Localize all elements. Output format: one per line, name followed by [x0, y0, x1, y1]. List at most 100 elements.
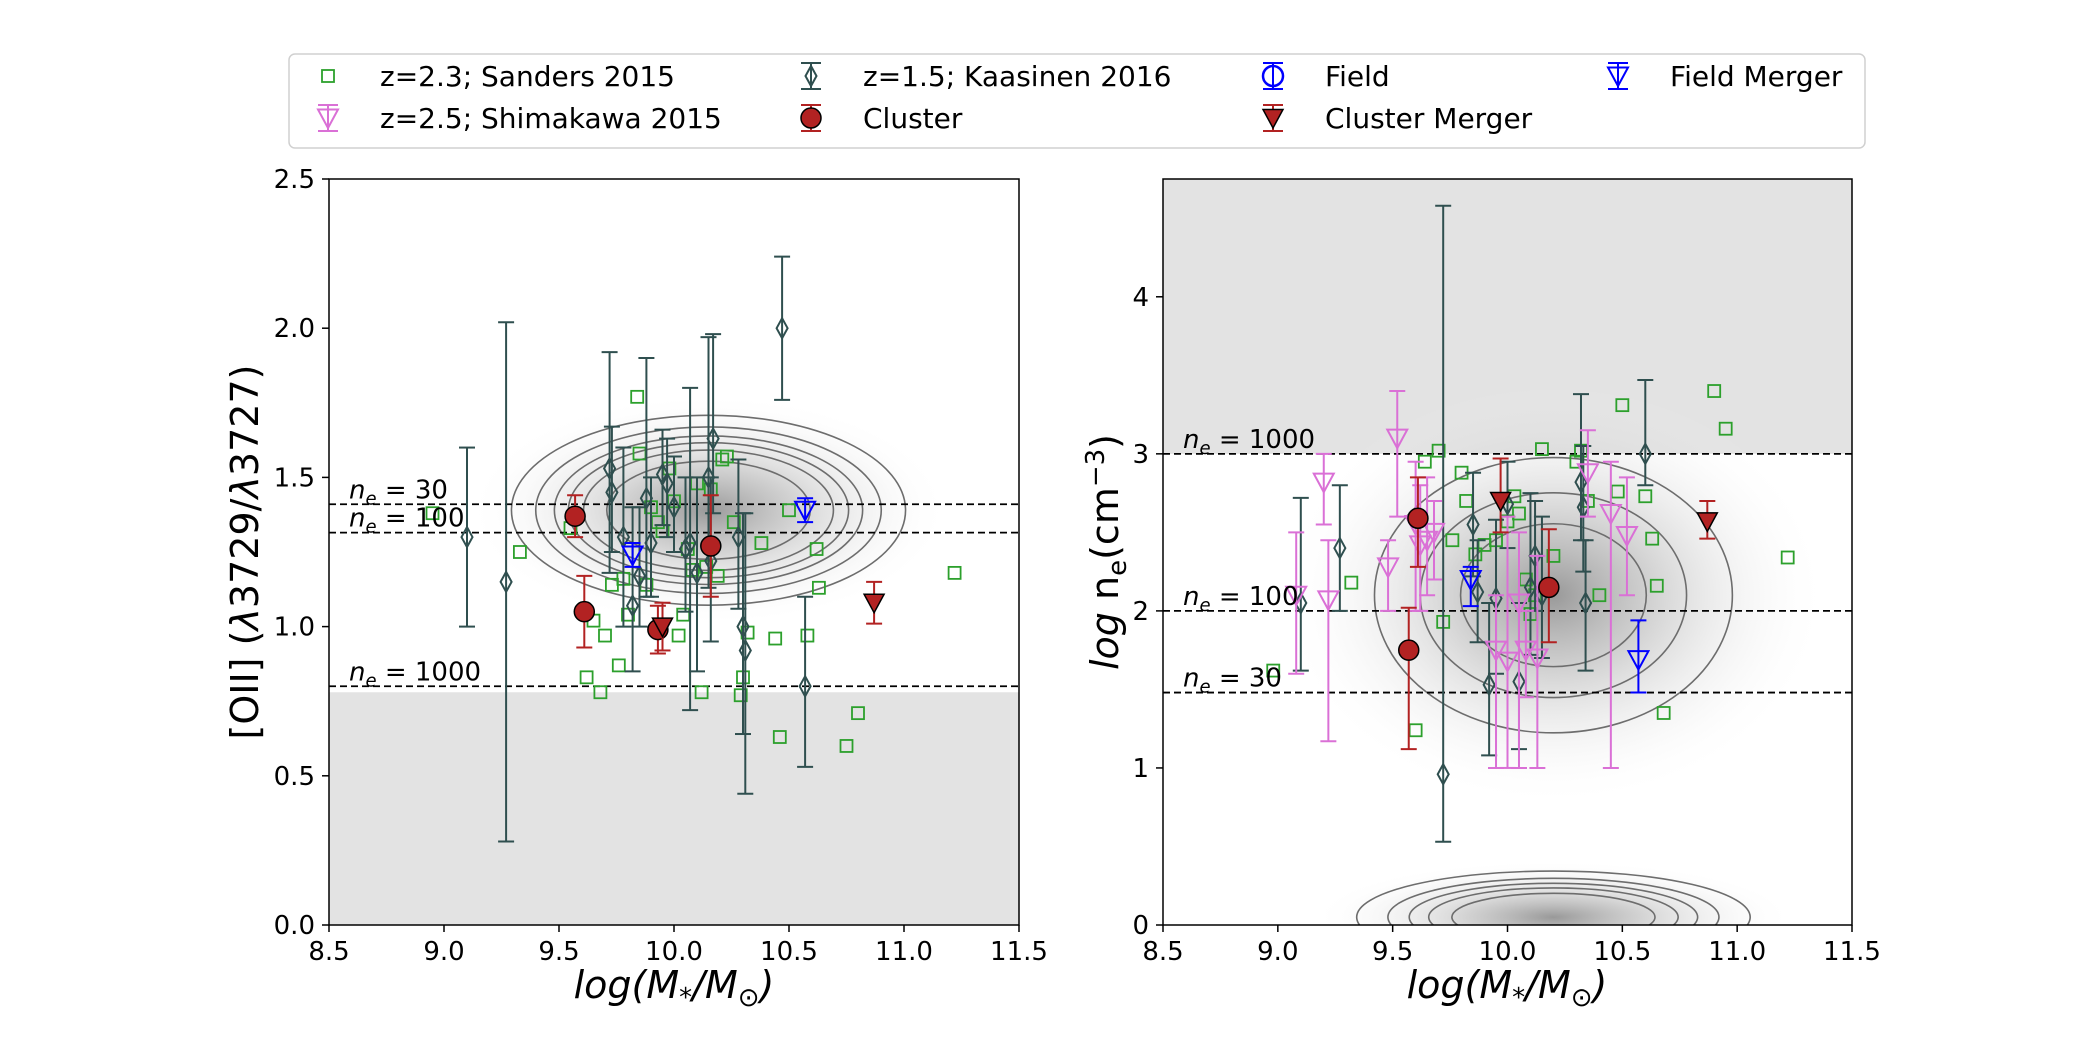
data-point [690, 560, 704, 585]
data-point [1468, 547, 1483, 562]
data-point [793, 500, 817, 523]
data-point [1495, 651, 1520, 674]
legend-item: Cluster Merger [1261, 102, 1533, 135]
data-point [1592, 588, 1607, 603]
errorbar [1469, 539, 1486, 644]
legend-marker [1261, 64, 1285, 88]
errorbar [1412, 484, 1429, 612]
y-tick-label: 2.0 [274, 314, 315, 344]
data-point [1397, 639, 1420, 661]
x-tick-label: 9.5 [1372, 937, 1413, 967]
data-point [1780, 550, 1795, 565]
legend-label: z=2.3; Sanders 2015 [380, 60, 675, 93]
legend-label: z=1.5; Kaasinen 2016 [863, 60, 1171, 93]
y-axis-label: log ne(cm−3) [1081, 434, 1133, 670]
data-point [593, 685, 608, 700]
errorbar [659, 437, 676, 539]
reference-line-label: ne = 30 [349, 475, 448, 509]
legend-marker [1606, 66, 1630, 89]
data-point [1333, 535, 1347, 561]
errorbar [1577, 539, 1594, 672]
data-point [1615, 526, 1639, 548]
legend-marker [804, 63, 818, 89]
y-tick-label: 0.5 [274, 762, 315, 792]
errorbar [1462, 565, 1479, 608]
data-point [1696, 512, 1719, 533]
y-tick-label: 3 [1132, 440, 1149, 470]
panel-right: ne = 1000 ne = 100 ne = 30 8.5 9.0 9.5 10.0 10.… [1081, 178, 1881, 1013]
series-field-merger [620, 497, 817, 568]
data-point [1535, 442, 1549, 457]
x-tick-label: 8.5 [308, 937, 349, 967]
data-point [772, 730, 787, 744]
shaded-region [329, 692, 1019, 925]
data-point [1656, 706, 1671, 720]
reference-line-label: ne = 100 [349, 504, 465, 538]
errorbar [643, 476, 659, 598]
data-point [499, 569, 513, 594]
data-point [1266, 663, 1281, 678]
data-point [1284, 585, 1308, 608]
legend-item: Cluster [800, 102, 963, 135]
data-point [1528, 543, 1542, 569]
data-point [947, 565, 962, 580]
data-point [644, 530, 658, 556]
data-point [1638, 489, 1653, 504]
data-point [768, 631, 783, 646]
errorbar [1481, 602, 1498, 757]
data-point [1512, 506, 1526, 521]
data-point [754, 536, 769, 550]
series-z-2-3-sanders-2015 [1266, 384, 1795, 738]
errorbar [1331, 484, 1348, 612]
data-point [1707, 384, 1722, 398]
data-point [1578, 590, 1593, 616]
data-point [1615, 398, 1630, 413]
data-point [1525, 648, 1550, 671]
x-tick-label: 11.0 [1708, 937, 1766, 967]
x-axis-label: log(M*/M⊙) [574, 963, 775, 1013]
data-point [605, 480, 619, 505]
legend-label: z=2.5; Shimakawa 2015 [380, 102, 722, 135]
data-point [1436, 762, 1450, 787]
data-point [720, 449, 734, 464]
data-point [694, 685, 709, 700]
legend-marker [1261, 108, 1285, 130]
data-point [809, 542, 824, 556]
x-tick-label: 10.0 [1479, 937, 1537, 967]
y-tick-label: 0 [1132, 911, 1149, 941]
data-point [715, 452, 730, 467]
density-contour [1427, 887, 1679, 925]
legend-errorbar [1263, 62, 1283, 90]
x-tick-label: 9.5 [538, 937, 579, 967]
errorbar [1618, 476, 1635, 597]
data-point [851, 706, 865, 721]
reference-line-label: ne = 1000 [349, 657, 481, 691]
series-z-2-5-shimakawa-2015 [1284, 390, 1639, 769]
errorbar [1400, 606, 1417, 751]
errorbar [1426, 499, 1443, 581]
legend-frame [288, 53, 1866, 149]
legend-label: Cluster [863, 102, 963, 135]
errorbar [705, 333, 722, 515]
data-point [1376, 557, 1400, 580]
data-point [1484, 640, 1508, 663]
data-point [660, 471, 674, 496]
errorbar [615, 446, 632, 628]
errorbar [1389, 390, 1406, 518]
errorbar [1517, 609, 1534, 699]
reference-line-label: ne = 100 [1183, 582, 1299, 616]
data-point [1482, 672, 1496, 697]
errorbar [1637, 379, 1654, 487]
density-contour [1408, 882, 1699, 925]
errorbar [498, 321, 515, 843]
y-tick-label: 0.0 [274, 911, 315, 941]
y-tick-label: 1.0 [274, 613, 315, 643]
data-point [1422, 522, 1446, 545]
series-field-merger [1459, 565, 1651, 694]
y-tick-label: 2 [1132, 597, 1149, 627]
errorbar [1288, 531, 1305, 675]
data-point [1514, 640, 1538, 663]
density-contour [1355, 870, 1751, 925]
errorbar [601, 351, 618, 574]
